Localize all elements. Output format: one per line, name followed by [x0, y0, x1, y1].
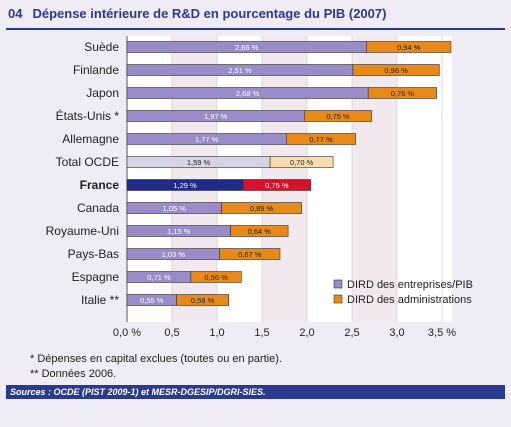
- legend-label: DIRD des entreprises/PIB: [347, 279, 473, 291]
- data-label: 1,77 %: [195, 135, 219, 144]
- category-label: Canada: [77, 201, 119, 215]
- data-label: 1,59 %: [187, 158, 211, 167]
- bar-segment: [221, 202, 302, 214]
- footnote-2: ** Données 2006.: [30, 368, 117, 380]
- data-label: 2,51 %: [228, 66, 252, 75]
- data-label: 0,77 %: [309, 135, 333, 144]
- category-label: Pays-Bas: [68, 247, 119, 261]
- data-label: 2,68 %: [236, 89, 260, 98]
- data-label: 1,15 %: [167, 227, 191, 236]
- category-label: Espagne: [72, 270, 120, 284]
- data-label: 0,56 %: [204, 273, 228, 282]
- legend-swatch: [333, 279, 343, 289]
- x-tick-label: 2,5: [344, 327, 359, 339]
- bar-segment: [242, 179, 311, 191]
- bar-segment: [230, 225, 289, 237]
- data-label: 0,76 %: [391, 89, 415, 98]
- footnote-1: * Dépenses en capital exclues (toutes ou…: [30, 353, 282, 365]
- data-label: 1,03 %: [162, 250, 186, 259]
- bar-segment: [303, 110, 373, 122]
- legend-label: DIRD des administrations: [347, 294, 472, 306]
- data-label: 0,64 %: [248, 227, 272, 236]
- sources-bar: Sources : OCDE (PIST 2009-1) et MESR-DGE…: [6, 385, 505, 399]
- grid-band: [262, 36, 307, 322]
- title-rule: [6, 28, 505, 30]
- data-label: 0,58 %: [191, 296, 215, 305]
- bar-segment: [176, 294, 230, 306]
- data-label: 0,71 %: [147, 273, 171, 282]
- x-tick-label: 1,0: [209, 327, 224, 339]
- figure-number: 04: [8, 6, 23, 21]
- data-label: 1,05 %: [163, 204, 187, 213]
- category-label: Suède: [84, 40, 119, 54]
- bar-chart: 0,0 % 0,5 1,0 1,5 2,0 2,5 3,0 3,5 % Suède 2,66 % 0…: [46, 36, 473, 339]
- category-label: Total OCDE: [56, 155, 119, 169]
- bar-segment: [285, 133, 356, 145]
- grid-band: [352, 36, 397, 322]
- category-label: Finlande: [73, 63, 119, 77]
- bar-segment: [219, 248, 281, 260]
- figure-title: Dépense intérieure de R&D en pourcentage…: [32, 6, 387, 21]
- data-label: 0,96 %: [384, 66, 408, 75]
- data-label: 0,67 %: [238, 250, 262, 259]
- bar-segment: [269, 156, 334, 168]
- category-label: Royaume-Uni: [46, 224, 119, 238]
- x-tick-label: 2,0: [299, 327, 314, 339]
- bar-segment: [366, 41, 452, 53]
- x-tick-label: 3,0: [389, 327, 404, 339]
- category-label: Allemagne: [62, 132, 119, 146]
- x-tick-label: 1,5: [254, 327, 269, 339]
- data-label: 0,75 %: [265, 181, 289, 190]
- data-label: 1,29 %: [173, 181, 197, 190]
- category-label: France: [80, 178, 120, 192]
- data-label: 0,94 %: [397, 43, 421, 52]
- legend-swatch: [333, 294, 343, 304]
- bar-segment: [367, 87, 437, 99]
- bar-segment: [190, 271, 242, 283]
- category-label: Japon: [86, 86, 119, 100]
- data-label: 0,89 %: [250, 204, 274, 213]
- data-label: 1,97 %: [204, 112, 228, 121]
- data-label: 2,66 %: [235, 43, 259, 52]
- category-label: États-Unis *: [56, 108, 120, 123]
- category-label: Italie **: [81, 293, 119, 307]
- data-label: 0,75 %: [326, 112, 350, 121]
- x-tick-label: 3,5 %: [428, 327, 456, 339]
- bar-segment: [352, 64, 440, 76]
- x-tick-label: 0,0 %: [113, 327, 141, 339]
- data-label: 0,70 %: [290, 158, 314, 167]
- x-tick-label: 0,5: [164, 327, 179, 339]
- chart-title: 04 Dépense intérieure de R&D en pourcenta…: [8, 6, 386, 21]
- data-label: 0,55 %: [140, 296, 164, 305]
